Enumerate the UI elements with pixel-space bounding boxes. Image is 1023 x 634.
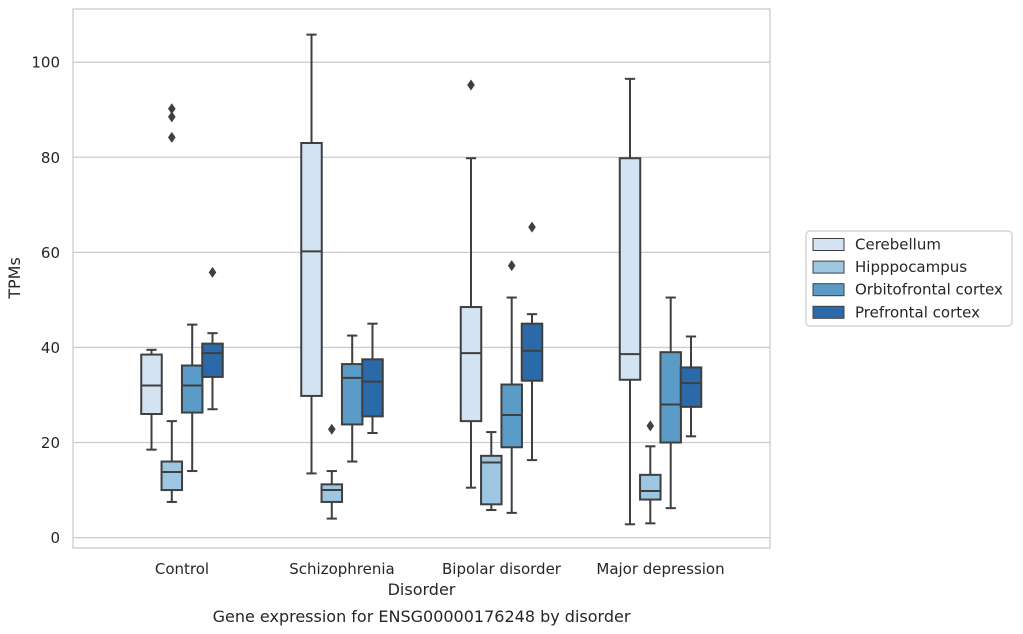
outlier-point <box>467 79 475 91</box>
outlier-point <box>328 423 336 435</box>
x-tick-label: Bipolar disorder <box>442 560 562 578</box>
legend-swatch <box>812 283 845 297</box>
legend: Cerebellum Hipppocampus Orbitofrontal cort… <box>805 230 1013 327</box>
plot-boxes <box>140 33 703 526</box>
box-body <box>361 358 384 418</box>
y-tick-label: 40 <box>41 339 60 357</box>
x-tick-label: Schizophrenia <box>289 560 394 578</box>
box-hipppocampus <box>639 420 662 525</box>
box-body <box>679 366 703 408</box>
box-cerebellum <box>618 77 642 526</box>
box-hipppocampus <box>160 103 184 503</box>
y-tick-labels: 0 20 40 60 80 100 <box>31 54 60 547</box>
box-body <box>201 342 224 378</box>
y-tick-label: 0 <box>50 529 60 547</box>
legend-swatch <box>812 238 845 251</box>
box-prefrontal-cortex <box>361 322 384 435</box>
figure-caption: Gene expression for ENSG00000176248 by d… <box>213 607 631 626</box>
box-body <box>618 157 642 381</box>
x-tick-label: Major depression <box>596 560 724 578</box>
outlier-point <box>528 221 536 233</box>
box-body <box>480 454 503 506</box>
box-hipppocampus <box>480 431 503 512</box>
box-body <box>639 473 662 501</box>
x-axis-label: Disorder <box>388 580 456 599</box>
y-gridlines <box>73 61 770 539</box>
outlier-point <box>507 260 516 272</box>
box-body <box>320 483 344 503</box>
box-body <box>520 322 544 382</box>
box-prefrontal-cortex <box>520 221 544 462</box>
legend-swatch <box>812 260 845 274</box>
outlier-point <box>168 131 176 143</box>
box-body <box>340 363 364 426</box>
box-orbitofrontal-cortex <box>180 323 204 473</box>
box-hipppocampus <box>320 423 344 520</box>
box-cerebellum <box>300 33 323 475</box>
box-prefrontal-cortex <box>201 266 224 411</box>
box-prefrontal-cortex <box>679 335 703 438</box>
y-tick-label: 60 <box>41 244 60 262</box>
outlier-point <box>208 266 217 278</box>
y-axis-label: TPMs <box>5 257 24 300</box>
plot-frame <box>72 8 771 549</box>
legend-frame <box>805 230 1013 327</box>
outlier-point <box>646 420 655 432</box>
outlier-point <box>168 111 176 123</box>
legend-label: Orbitofrontal cortex <box>855 281 1003 299</box>
legend-label: Prefrontal cortex <box>855 303 980 321</box>
legend-label: Hipppocampus <box>855 258 967 276</box>
x-tick-label: Control <box>155 560 209 578</box>
box-cerebellum <box>140 348 163 451</box>
box-body <box>180 364 204 414</box>
y-tick-label: 80 <box>41 149 60 167</box>
outlier-point <box>168 103 176 115</box>
box-cerebellum <box>459 79 483 489</box>
legend-label: Cerebellum <box>855 236 941 254</box>
box-orbitofrontal-cortex <box>340 334 364 463</box>
box-body <box>140 353 163 415</box>
legend-swatch <box>812 305 845 319</box>
box-body <box>659 351 682 444</box>
box-body <box>300 142 323 397</box>
box-body <box>459 306 483 423</box>
box-body <box>160 460 184 492</box>
y-tick-label: 100 <box>31 54 60 72</box>
y-tick-label: 20 <box>41 434 60 452</box>
x-tick-labels: Control Schizophrenia Bipolar disorder Majo… <box>155 560 725 578</box>
box-orbitofrontal-cortex <box>500 260 523 514</box>
